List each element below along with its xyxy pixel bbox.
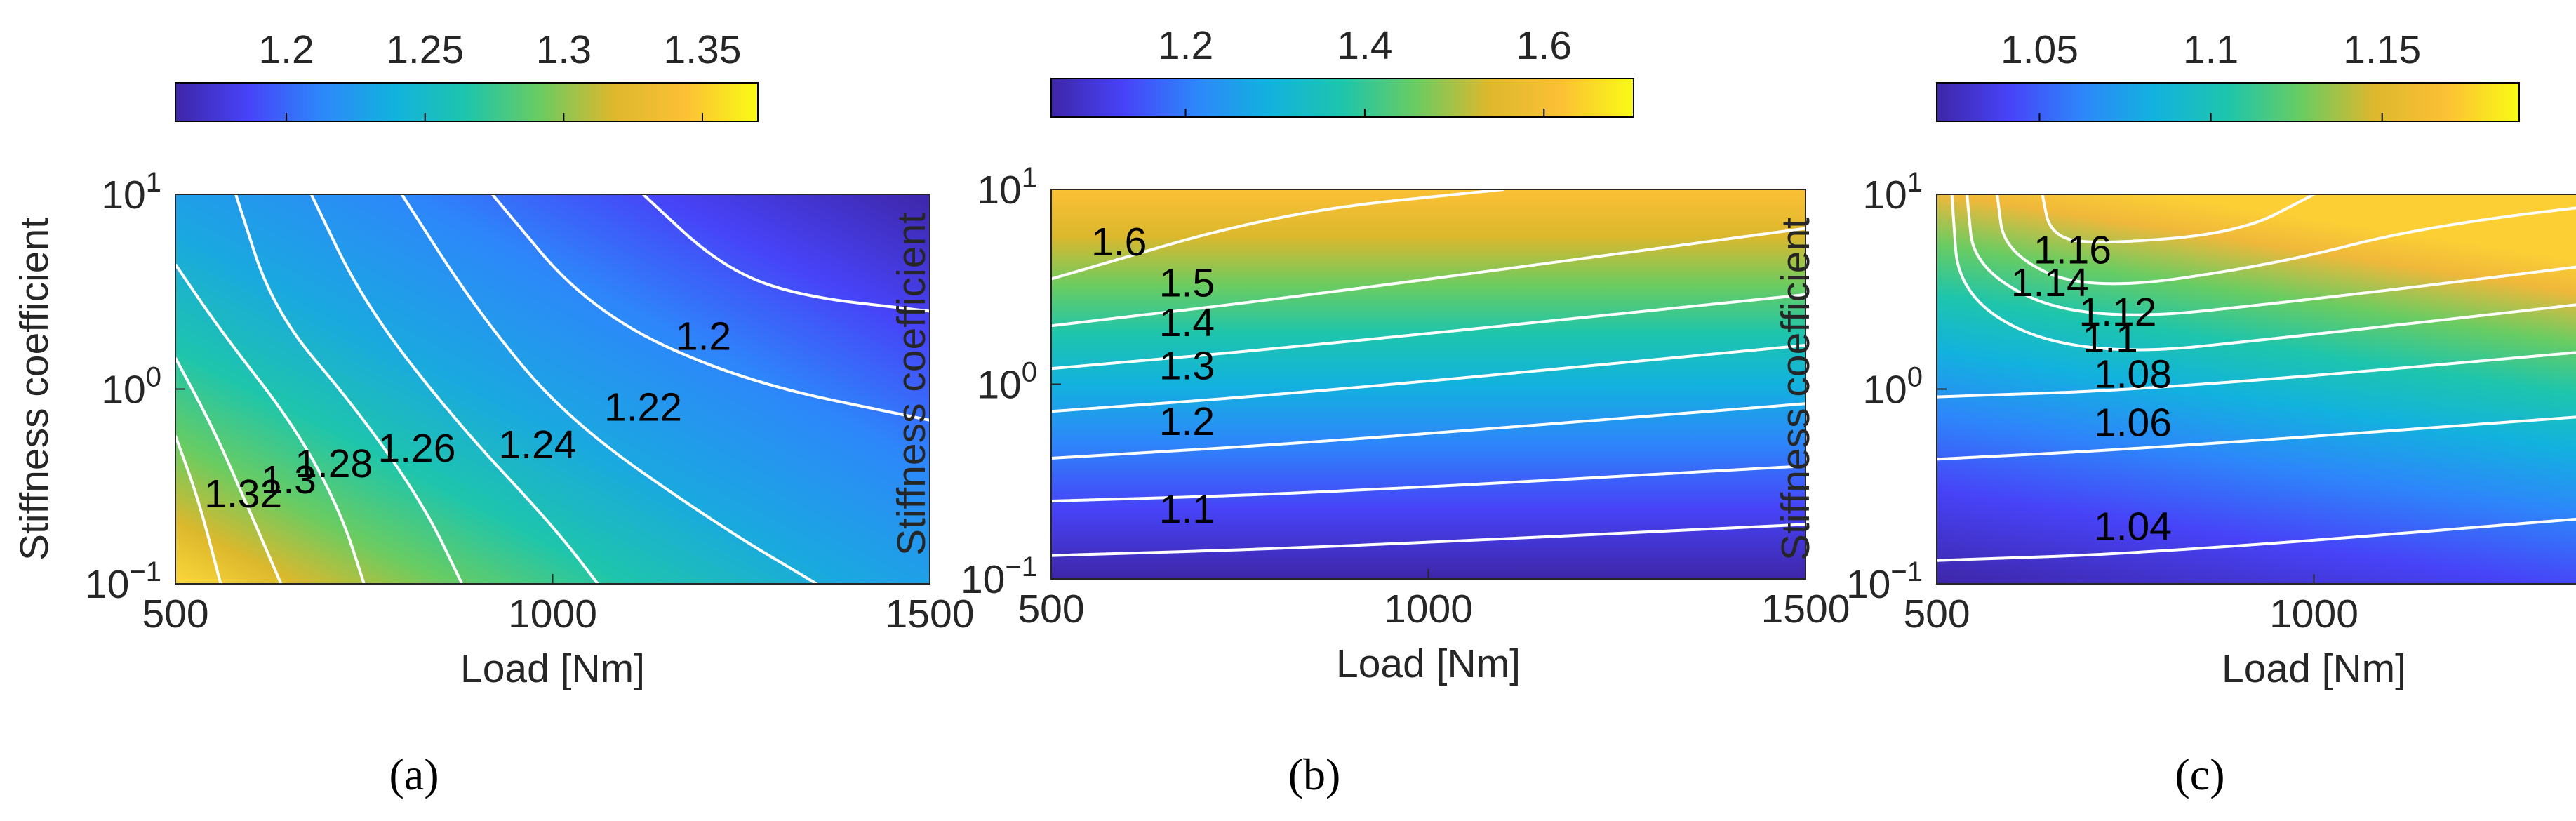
- colorbar-a: [175, 82, 759, 122]
- contour-line: [1966, 194, 2576, 316]
- contour-label: 1.16: [2034, 228, 2111, 273]
- contour-field-b: [1051, 189, 1806, 579]
- contour-label: 1.26: [378, 426, 456, 471]
- contour-line: [400, 193, 817, 585]
- contour-label: 1.6: [1091, 220, 1147, 265]
- contour-line: [1050, 465, 1806, 502]
- contour-label: 1.06: [2094, 400, 2172, 445]
- contour-label: 1.08: [2094, 352, 2172, 397]
- y-tick-label: 100: [101, 362, 161, 413]
- y-tick-label: 101: [101, 167, 161, 218]
- contour-line: [1050, 402, 1806, 460]
- contour-label: 1.22: [604, 385, 682, 430]
- contour-label: 1.04: [2094, 505, 2172, 549]
- panel-a: 1.2 1.25 1.3 1.351.21.221.241.261.281.31.32…: [12, 27, 974, 799]
- contour-label: 1.3: [1159, 344, 1215, 389]
- colorbar-tick-label: 1.05: [2001, 27, 2078, 72]
- contour-field-c: [1937, 194, 2576, 584]
- contour-line: [490, 193, 931, 422]
- contour-line: [1050, 293, 1806, 371]
- x-tick-label: 1500: [1761, 587, 1850, 632]
- colorbar-tick-label: 1.2: [258, 27, 314, 72]
- panel-c: 1.05 1.1 1.151.161.141.121.11.081.061.0450…: [1773, 27, 2576, 799]
- colorbar-tick-label: 1.3: [536, 27, 592, 72]
- colorbar-tick-label: 1.4: [1337, 23, 1392, 68]
- contour-field-a: [175, 194, 930, 584]
- x-tick-label: 1000: [1384, 587, 1473, 632]
- y-tick-label: 101: [977, 162, 1037, 213]
- contour-line: [1050, 523, 1806, 557]
- y-axis-label: Stiffness coefficient: [889, 213, 934, 556]
- panel-label-c: (c): [2175, 749, 2224, 799]
- y-tick-label: 10−1: [1846, 556, 1923, 607]
- y-axis-label: Stiffness coefficient: [12, 218, 57, 561]
- colorbar-b: [1050, 78, 1634, 118]
- contour-label: 1.12: [2079, 290, 2157, 335]
- contour-line: [309, 194, 600, 585]
- contour-label: 1.4: [1159, 300, 1215, 345]
- colorbar-c: [1936, 82, 2520, 122]
- x-tick-label: 500: [1903, 592, 1970, 636]
- contour-label: 1.14: [2011, 260, 2089, 305]
- contour-line: [1996, 194, 2576, 286]
- x-tick-label: 1500: [886, 592, 975, 636]
- contour-line: [1050, 344, 1806, 413]
- colorbar-tick-label: 1.2: [1158, 23, 1213, 68]
- contour-label: 1.2: [1159, 399, 1215, 444]
- contour-label: 1.2: [676, 314, 731, 359]
- contour-line: [1050, 187, 1506, 281]
- y-tick-label: 100: [977, 357, 1037, 408]
- panel-b: 1.2 1.4 1.61.61.51.41.31.21.1500 1000 150010…: [889, 23, 1850, 799]
- colorbar-tick-label: 1.35: [663, 27, 741, 72]
- panel-label-b: (b): [1288, 749, 1341, 799]
- contour-label: 1.32: [204, 472, 282, 516]
- colorbar-tick-label: 1.1: [2183, 27, 2238, 72]
- contour-line: [1936, 517, 2576, 562]
- x-axis-label: Load [Nm]: [460, 646, 645, 691]
- y-tick-label: 100: [1862, 362, 1923, 413]
- contour-label: 1.28: [295, 441, 373, 486]
- contour-line: [1950, 194, 2576, 352]
- y-tick-label: 10−1: [961, 552, 1037, 602]
- colorbar-tick-label: 1.15: [2343, 27, 2421, 72]
- x-tick-label: 500: [142, 592, 208, 636]
- contour-label: 1.1: [1159, 487, 1215, 532]
- contour-label: 1.3: [261, 458, 316, 502]
- panel-label-a: (a): [389, 749, 439, 799]
- contour-line: [174, 435, 222, 586]
- x-axis-label: Load [Nm]: [1336, 641, 1521, 686]
- x-tick-label: 500: [1017, 587, 1084, 632]
- contour-line: [1936, 415, 2576, 461]
- contour-label: 1.1: [2083, 316, 2138, 361]
- contour-label: 1.5: [1159, 260, 1215, 305]
- x-axis-label: Load [Nm]: [2222, 646, 2406, 691]
- contour-line: [174, 263, 366, 585]
- contour-line: [234, 194, 464, 585]
- contour-line: [2041, 193, 2316, 243]
- contour-line: [174, 357, 283, 585]
- x-tick-label: 1000: [2269, 592, 2358, 636]
- contour-label: 1.24: [499, 422, 577, 467]
- colorbar-tick-label: 1.6: [1516, 23, 1572, 68]
- y-tick-label: 10−1: [85, 556, 161, 607]
- x-tick-label: 1000: [508, 592, 597, 636]
- y-axis-label: Stiffness coefficient: [1773, 218, 1818, 561]
- y-tick-label: 101: [1862, 167, 1923, 218]
- contour-line: [642, 193, 932, 313]
- colorbar-tick-label: 1.25: [386, 27, 464, 72]
- contour-line: [1050, 227, 1806, 328]
- contour-line: [1936, 351, 2576, 399]
